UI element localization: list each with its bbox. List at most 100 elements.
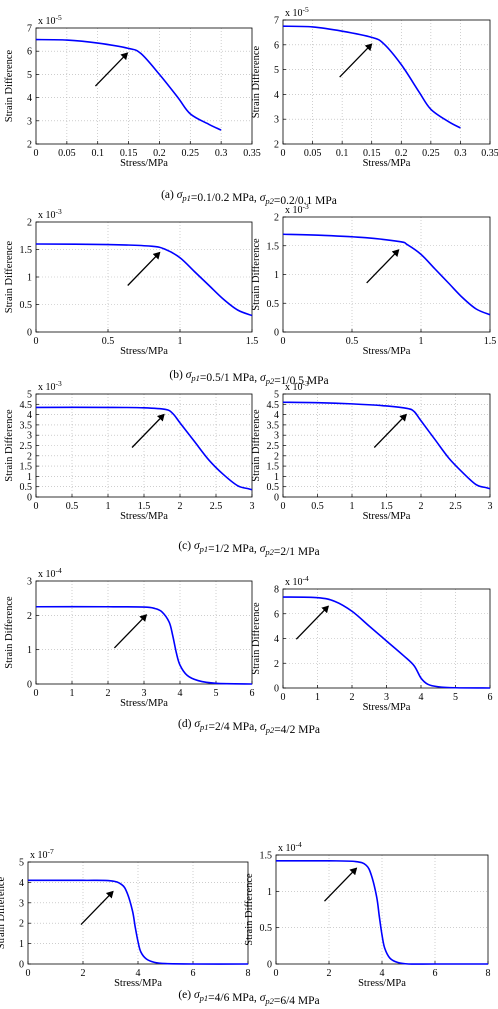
x-tick-label: 0.5	[66, 501, 79, 512]
x-tick-label: 0.05	[304, 148, 322, 159]
y-tick-label: 4	[19, 878, 24, 889]
x-tick-label: 6	[191, 968, 196, 979]
x-tick-label: 0.15	[363, 148, 381, 159]
y-tick-label: 2.5	[20, 441, 33, 452]
y-tick-label: 2	[274, 451, 279, 462]
data-series-line	[282, 596, 491, 689]
y-axis-label: Strain Difference	[244, 873, 255, 946]
sigma-symbol: σ	[260, 721, 267, 733]
data-series-line	[282, 25, 461, 129]
data-series-line	[275, 859, 488, 965]
caption-text: =1/2 MPa,	[208, 543, 260, 555]
y-tick-label: 1.5	[20, 245, 33, 256]
sigma-symbol: σ	[260, 992, 267, 1004]
y-tick-label: 1	[19, 939, 24, 950]
y-tick-label: 2	[274, 140, 279, 151]
sigma-symbol: σ	[194, 540, 201, 552]
x-tick-label: 0.5	[311, 501, 324, 512]
x-tick-label: 8	[246, 968, 251, 979]
y-tick-label: 1.5	[267, 241, 280, 252]
y-tick-label: 2.5	[267, 441, 280, 452]
sigma-subscript: p1	[199, 544, 209, 554]
y-tick-label: 2	[274, 213, 279, 224]
x-tick-label: 0	[34, 336, 39, 347]
caption-label: (e)	[178, 989, 194, 1001]
sigma-symbol: σ	[260, 192, 267, 204]
y-axis-label: Strain Difference	[4, 409, 15, 482]
y-tick-label: 0	[274, 328, 279, 339]
y-tick-label: 2	[274, 659, 279, 670]
x-tick-label: 2	[106, 688, 111, 699]
x-tick-label: 6	[250, 688, 255, 699]
y-tick-label: 4.5	[20, 400, 33, 411]
chart-panel-1: 0 0.05 0.1 0.15 0.2 0.25 0.3 0.35 2 3 4 5 6 7 x 10-5 St…	[4, 13, 261, 169]
y-tick-label: 3.5	[20, 420, 33, 431]
y-axis-label: Strain Difference	[251, 602, 262, 675]
y-tick-label: 7	[27, 24, 32, 35]
annotation-arrow	[295, 605, 329, 640]
x-axis-label: Stress/MPa	[120, 346, 168, 357]
y-tick-label: 4	[274, 410, 279, 421]
caption-label: (b)	[169, 369, 185, 381]
y-tick-label: 3	[274, 431, 279, 442]
y-tick-label: 3.5	[267, 420, 280, 431]
plot-frame	[282, 19, 491, 145]
y-tick-label: 5	[27, 70, 32, 81]
annotation-arrow	[131, 413, 165, 448]
x-tick-label: 0.3	[215, 148, 228, 159]
y-tick-label: 6	[274, 40, 279, 51]
x-tick-label: 4	[419, 692, 424, 703]
y-tick-label: 1	[267, 887, 272, 898]
x-tick-label: 0.15	[120, 148, 138, 159]
data-series-line	[35, 38, 222, 131]
x-tick-label: 0.5	[102, 336, 115, 347]
captions: (a) σp1=0.1/0.2 MPa, σp2=0.2/0.1 MPa(b) …	[161, 189, 337, 1007]
y-tick-label: 6	[274, 609, 279, 620]
y-tick-label: 4	[27, 410, 32, 421]
annotation-arrow	[113, 614, 148, 649]
x-tick-label: 1.5	[484, 336, 497, 347]
y-tick-label: 0.5	[20, 300, 33, 311]
axis-multiplier: x 10-7	[30, 847, 54, 861]
y-tick-label: 0	[19, 960, 24, 971]
data-series-line	[27, 879, 249, 965]
x-axis-label: Stress/MPa	[363, 346, 411, 357]
caption-label: (c)	[178, 540, 194, 552]
multiplier-exponent: -3	[56, 379, 62, 388]
x-tick-label: 2	[178, 501, 183, 512]
y-tick-label: 0	[267, 960, 272, 971]
caption-text: =1/0.5 MPa	[274, 375, 328, 387]
caption-c: (c) σp1=1/2 MPa, σp2=2/1 MPa	[178, 540, 319, 558]
data-series-line	[35, 605, 253, 685]
multiplier-exponent: -4	[56, 566, 62, 575]
y-tick-label: 1.5	[20, 462, 33, 473]
annotation-arrow	[80, 890, 114, 925]
y-tick-label: 5	[19, 858, 24, 869]
caption-text: =0.2/0.1 MPa	[274, 195, 337, 207]
sigma-subscript: p2	[264, 196, 274, 206]
annotation-arrow	[373, 413, 407, 448]
sigma-symbol: σ	[186, 369, 193, 381]
sigma-symbol: σ	[194, 989, 201, 1001]
caption-text: =6/4 MPa	[274, 995, 320, 1007]
x-tick-label: 2.5	[210, 501, 223, 512]
x-tick-label: 0	[281, 336, 286, 347]
caption-text: =0.5/1 MPa,	[200, 372, 260, 384]
y-tick-label: 1	[27, 645, 32, 656]
y-tick-label: 4	[27, 93, 32, 104]
y-tick-label: 1	[27, 273, 32, 284]
x-tick-label: 0.35	[243, 148, 261, 159]
x-tick-label: 2	[81, 968, 86, 979]
y-tick-label: 0	[274, 684, 279, 695]
x-tick-label: 0.2	[153, 148, 166, 159]
y-tick-label: 3	[19, 898, 24, 909]
sigma-symbol: σ	[260, 372, 267, 384]
annotation-arrow	[366, 249, 400, 284]
x-tick-label: 3	[384, 692, 389, 703]
y-tick-label: 2	[27, 140, 32, 151]
sigma-subscript: p1	[181, 193, 191, 203]
data-series-line	[282, 401, 491, 490]
axis-multiplier: x 10-3	[38, 207, 62, 221]
x-tick-label: 5	[453, 692, 458, 703]
y-tick-label: 1	[27, 472, 32, 483]
